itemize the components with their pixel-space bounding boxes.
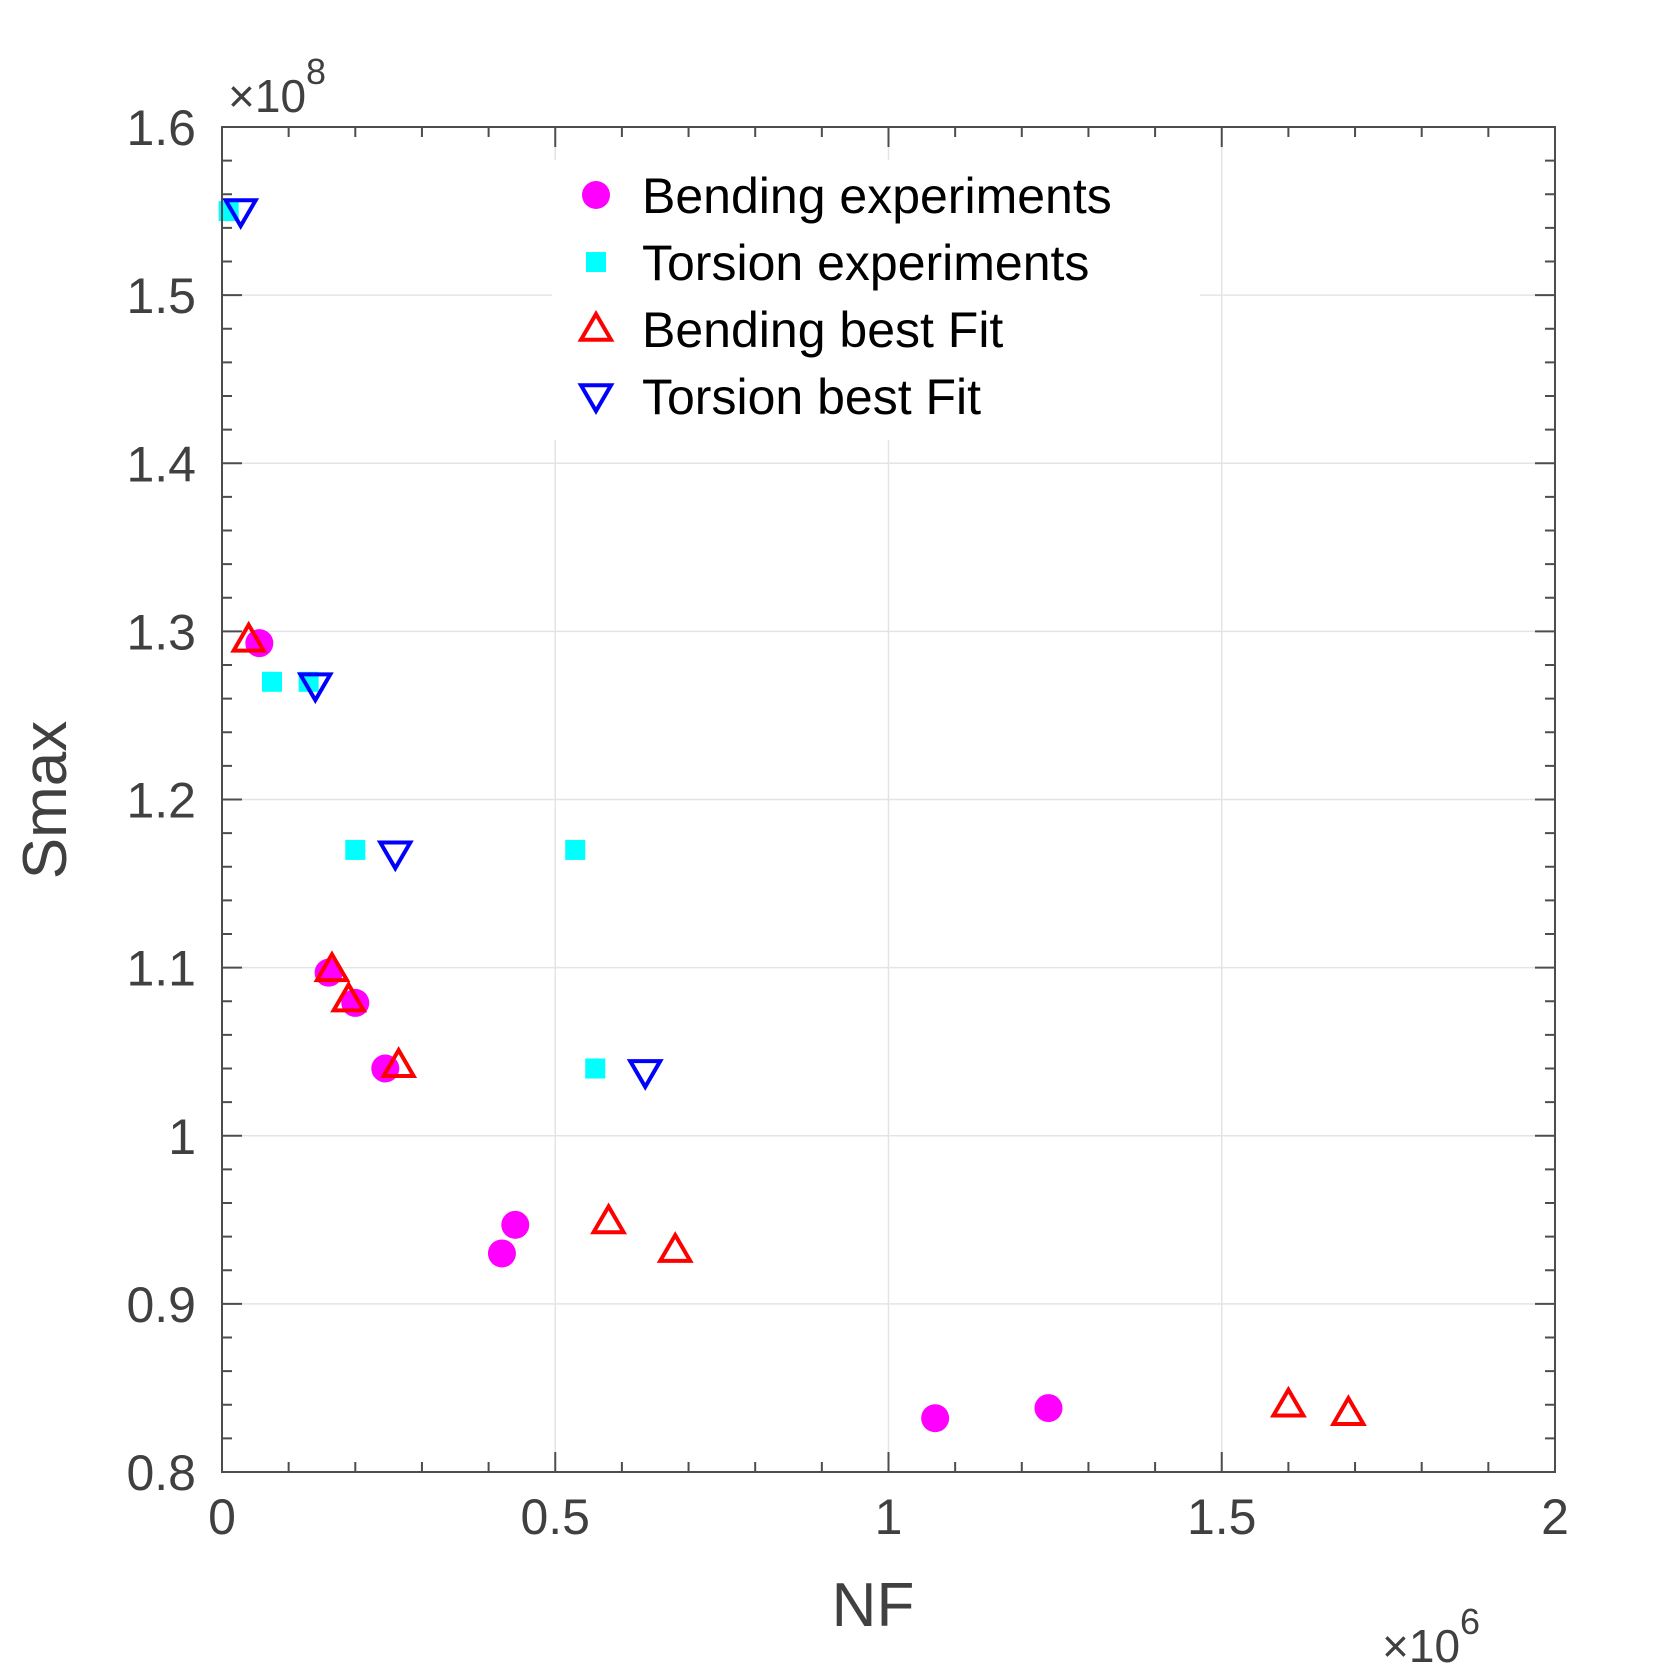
x-exponent-power: 6 <box>1460 1601 1480 1642</box>
axes: 0 0.5 1 1.5 2 0.8 0.9 1 1.1 1.2 1.3 1.4 1.5 1.6 <box>126 100 1568 1545</box>
y-tick-label: 1.2 <box>126 773 196 829</box>
torsion-experiments-point <box>585 1058 606 1079</box>
legend-label-bending-experiments: Bending experiments <box>642 168 1112 224</box>
legend-box <box>552 160 1200 440</box>
y-tick-label: 1.6 <box>126 100 196 156</box>
y-tick-label: 1 <box>168 1109 196 1165</box>
legend-label-bending-best-fit: Bending best Fit <box>642 302 1003 358</box>
bending-best-fit-point <box>330 980 368 1013</box>
y-exponent-power: 8 <box>306 51 326 92</box>
bending-experiments-point <box>487 1239 516 1268</box>
y-tick-label: 0.8 <box>126 1445 196 1501</box>
x-tick-label: 0.5 <box>520 1489 590 1545</box>
legend-marker-bending-best-fit <box>577 310 615 342</box>
legend-label-torsion-experiments: Torsion experiments <box>642 235 1089 291</box>
y-tick-label: 1.5 <box>126 268 196 324</box>
torsion-experiments-point <box>345 839 366 860</box>
bending-best-fit-point <box>656 1231 694 1263</box>
bending-experiments-point <box>921 1404 950 1433</box>
y-exponent-multiplier: ×10 <box>228 70 306 122</box>
bending-best-fit-point <box>590 1202 628 1235</box>
torsion-best-fit-point <box>626 1059 664 1091</box>
y-tick-label: 1.4 <box>126 436 196 492</box>
legend-marker-torsion-best-fit <box>577 383 615 415</box>
torsion-experiments-point <box>261 671 282 692</box>
bending-best-fit-point <box>230 620 268 653</box>
torsion-best-fit-point <box>222 198 260 231</box>
y-tick-label: 0.9 <box>126 1277 196 1333</box>
data-points <box>218 198 1367 1433</box>
x-tick-label: 0 <box>208 1489 236 1545</box>
y-tick-label: 1.3 <box>126 604 196 660</box>
legend: Bending experiments Torsion experiments Be… <box>552 160 1200 440</box>
torsion-experiments-point <box>565 839 586 860</box>
bending-best-fit-point <box>1269 1385 1307 1418</box>
y-tick-label: 1.1 <box>126 941 196 997</box>
bending-best-fit-point <box>380 1046 418 1078</box>
x-exponent-label: ×106 <box>1382 1601 1480 1667</box>
bending-best-fit-point <box>1329 1394 1367 1426</box>
legend-label-torsion-best-fit: Torsion best Fit <box>642 369 981 425</box>
x-tick-label: 1.5 <box>1187 1489 1257 1545</box>
legend-marker-torsion-experiments <box>586 252 606 272</box>
torsion-best-fit-point <box>376 840 414 873</box>
x-tick-label: 1 <box>875 1489 903 1545</box>
y-exponent-label: ×108 <box>228 51 326 122</box>
x-exponent-multiplier: ×10 <box>1382 1620 1460 1667</box>
x-tick-label: 2 <box>1541 1489 1569 1545</box>
torsion-best-fit-point <box>296 672 334 705</box>
bending-experiments-point <box>501 1210 530 1239</box>
bending-best-fit-point <box>313 950 351 983</box>
legend-marker-bending-experiments <box>582 181 610 209</box>
bending-experiments-point <box>1034 1394 1063 1423</box>
y-axis-title: Smax <box>11 721 80 879</box>
x-axis-title: NF <box>832 1571 915 1640</box>
